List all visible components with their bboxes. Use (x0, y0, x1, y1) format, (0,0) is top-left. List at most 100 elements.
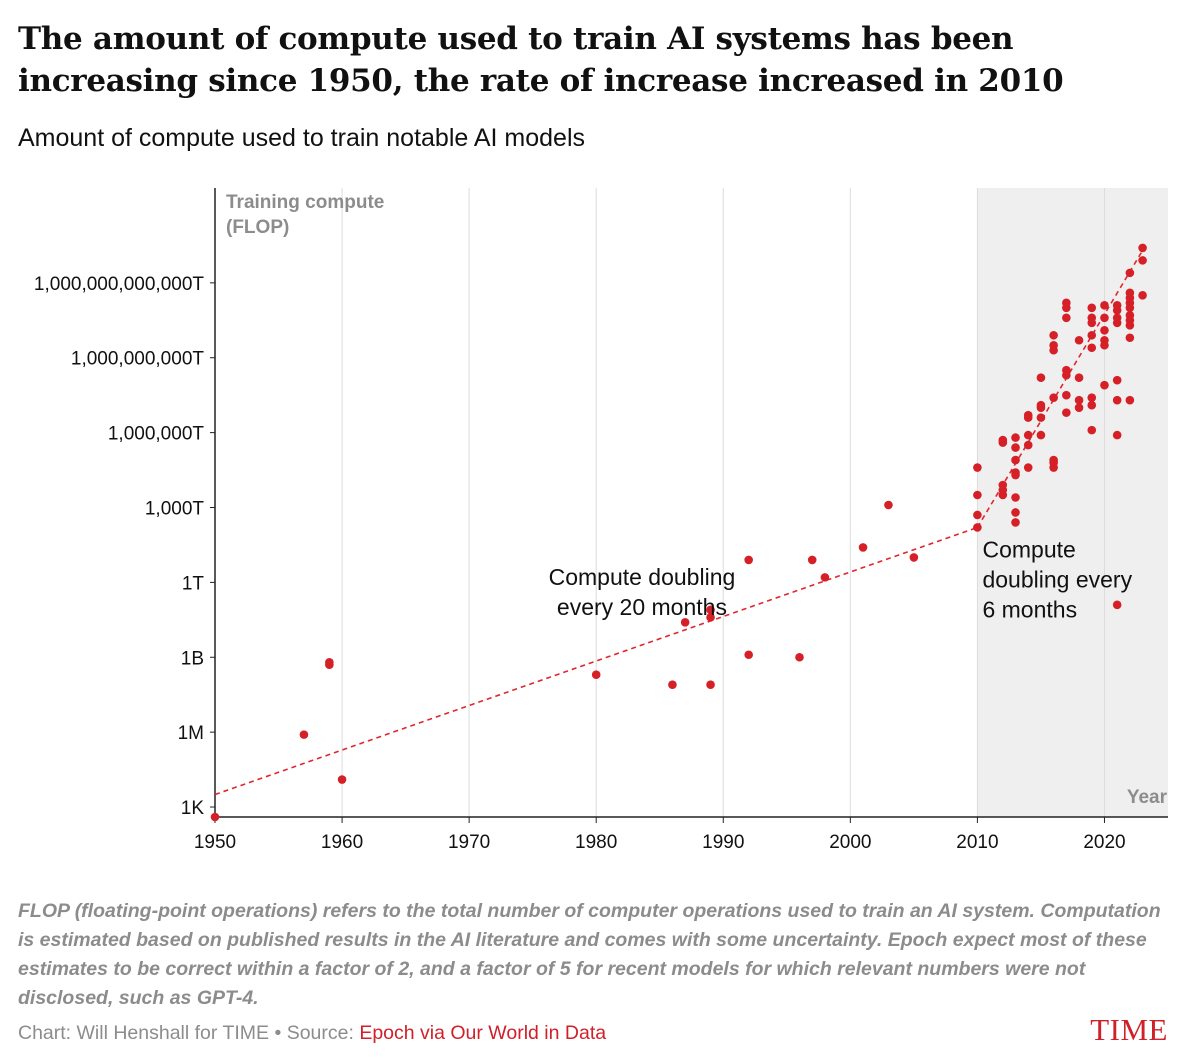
data-point (1125, 333, 1135, 343)
y-axis-label: Training compute (226, 192, 384, 213)
data-point (973, 463, 982, 472)
data-point (1100, 313, 1109, 323)
data-point (337, 775, 347, 784)
data-point (1138, 256, 1147, 265)
data-point (706, 680, 715, 690)
data-point (1112, 430, 1122, 440)
data-point (1087, 400, 1097, 410)
data-point (1011, 433, 1020, 442)
data-point (1062, 408, 1071, 417)
data-point (706, 605, 715, 615)
data-point (1112, 375, 1122, 385)
data-point (668, 680, 677, 690)
data-point (1087, 343, 1097, 353)
data-point (1011, 518, 1020, 527)
data-point (299, 730, 309, 739)
chart-subtitle: Amount of compute used to train notable … (18, 124, 586, 152)
data-point (1125, 310, 1135, 320)
y-tick-label-1,000,000,000T: 1,000,000,000T (71, 349, 205, 370)
annotation-line: 6 months (982, 596, 1077, 622)
data-point (998, 435, 1008, 445)
data-point (1049, 455, 1058, 465)
data-point (1138, 243, 1147, 253)
trend-annotation-2: Compute doubling every 6 months (982, 536, 1132, 622)
data-point (973, 523, 982, 532)
data-point (1011, 455, 1020, 465)
data-point (1074, 403, 1084, 412)
data-point (1062, 390, 1071, 400)
data-point (1100, 301, 1109, 310)
data-point (795, 652, 804, 662)
credit-text: Chart: Will Henshall for TIME • Source: (18, 1022, 360, 1044)
data-point (210, 812, 220, 822)
data-point (706, 613, 715, 622)
footnote: FLOP (floating-point operations) refers … (18, 900, 1161, 1009)
data-point (1062, 365, 1071, 375)
data-point (1074, 335, 1084, 345)
data-point (807, 555, 817, 565)
y-tick-label-1M: 1M (178, 723, 204, 744)
data-point (1062, 298, 1071, 308)
data-point (1011, 468, 1020, 477)
data-point (744, 555, 753, 565)
data-point (1138, 291, 1147, 300)
data-point (1112, 301, 1122, 310)
data-point (884, 500, 893, 510)
data-point (1125, 268, 1135, 278)
data-point (1023, 440, 1033, 450)
data-point (744, 650, 753, 660)
x-tick-label-1970: 1970 (448, 832, 490, 853)
data-point (1074, 395, 1084, 405)
y-tick-label-1,000,000,000,000T: 1,000,000,000,000T (34, 274, 204, 295)
data-point (1087, 425, 1097, 435)
x-tick-label-1990: 1990 (702, 832, 744, 853)
data-point (1023, 430, 1033, 440)
y-axis-ticks: 1K 1M 1B 1T 1,000T 1,000,000T 1,000,000,000T 1,… (34, 274, 215, 819)
annotation-line: Compute doubling (549, 564, 736, 590)
annotations: Compute doubling every 20 months Compute do… (549, 536, 1133, 622)
y-tick-label-1,000,000T: 1,000,000T (108, 424, 205, 445)
y-tick-label-1,000T: 1,000T (145, 498, 205, 519)
data-point (325, 660, 334, 670)
data-point (1062, 313, 1071, 323)
data-point (1049, 393, 1058, 402)
data-point (1023, 410, 1033, 420)
y-tick-label-1B: 1B (181, 648, 204, 669)
data-point (1074, 373, 1084, 382)
x-tick-label-2020: 2020 (1083, 832, 1125, 853)
data-point (909, 553, 919, 562)
annotation-line: every 20 months (557, 594, 727, 620)
data-point (1049, 330, 1058, 340)
data-point (1049, 340, 1058, 350)
data-point (1087, 313, 1097, 323)
data-point (1036, 413, 1046, 422)
vertical-gridlines (341, 188, 1105, 817)
post-2010-shaded-region (977, 188, 1168, 817)
x-axis-ticks: 1950 1960 1970 1980 1990 2000 2010 2020 (194, 817, 1126, 853)
time-logo: TIME (1090, 1012, 1168, 1047)
data-point (973, 510, 982, 520)
data-point (1112, 313, 1122, 323)
annotation-line: Compute (982, 536, 1075, 562)
data-point (1112, 600, 1122, 610)
data-point (1036, 430, 1046, 440)
data-point (1087, 330, 1097, 340)
data-point (1087, 393, 1097, 402)
credit-line: Chart: Will Henshall for TIME • Source: … (18, 1022, 606, 1045)
y-axis-label-unit: (FLOP) (226, 217, 289, 238)
data-point (1100, 335, 1109, 345)
data-point (680, 618, 690, 627)
trend-annotation-1: Compute doubling every 20 months (549, 564, 736, 620)
x-tick-label-2000: 2000 (829, 832, 871, 853)
x-tick-label-1950: 1950 (194, 832, 236, 853)
data-point (1087, 303, 1097, 313)
y-tick-label-1K: 1K (181, 798, 205, 819)
data-point (1011, 493, 1020, 502)
y-tick-label-1T: 1T (182, 573, 205, 594)
data-point (1125, 395, 1135, 405)
data-point (998, 480, 1008, 490)
data-point (973, 490, 982, 500)
data-point (1023, 463, 1033, 472)
annotation-line: doubling every (982, 566, 1132, 592)
source-link[interactable]: Epoch via Our World in Data (359, 1022, 607, 1044)
